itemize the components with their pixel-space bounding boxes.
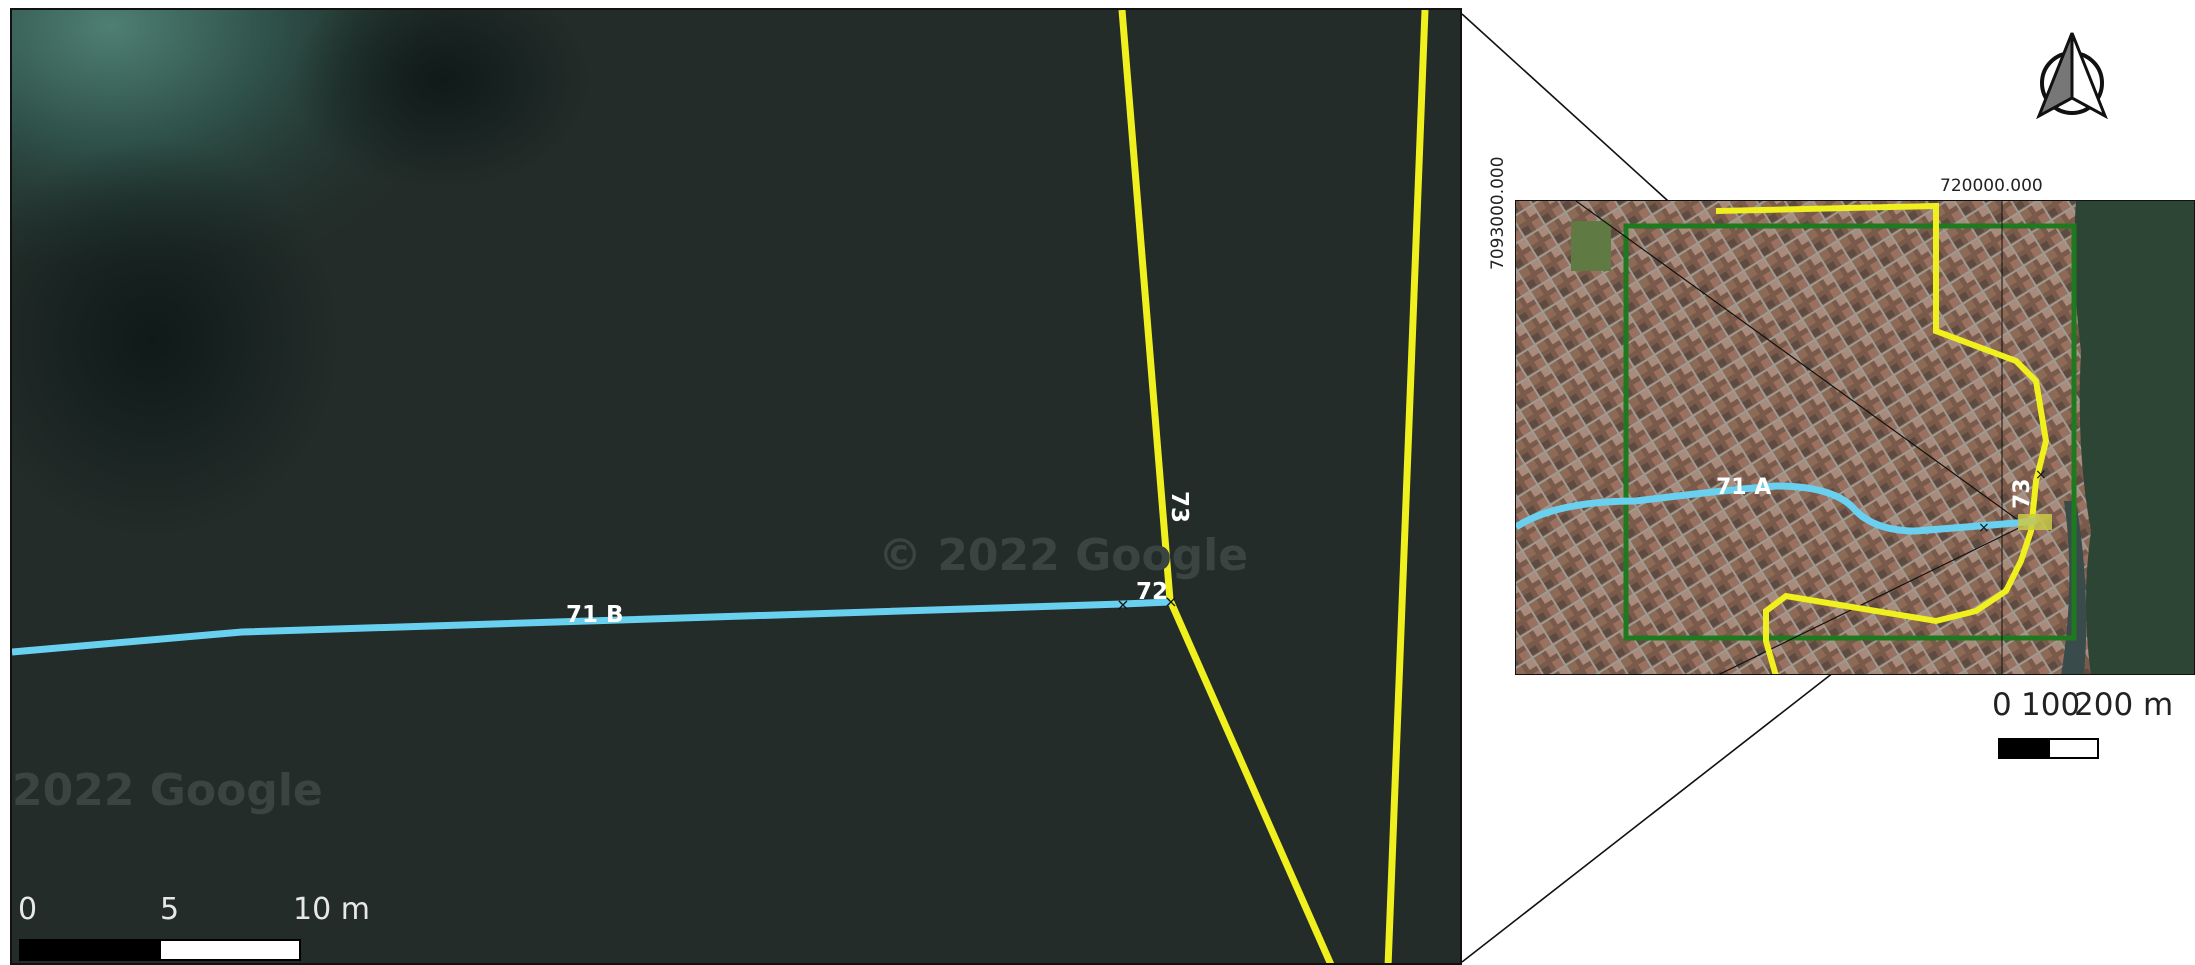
scale-bar-segment-light — [159, 939, 301, 961]
watermark: 2022 Google — [12, 765, 323, 816]
inset-map: × × 71 A 73 — [1515, 200, 2195, 675]
boundary-line — [1118, 10, 1335, 963]
scale-bar-segment-light — [2048, 738, 2099, 759]
green-area — [1571, 221, 1611, 271]
segment-label-73: 73 — [1166, 491, 1192, 523]
watermark: © 2022 Google — [878, 530, 1248, 581]
scale-tick-label: 5 — [160, 892, 180, 927]
segment-label-73: 73 — [2010, 478, 2035, 509]
vegetation-shadow — [12, 140, 342, 540]
stream-line-71a — [1516, 482, 2037, 535]
scale-tick-label: 10 m — [293, 892, 370, 927]
coord-label-y: 7093000.000 — [1488, 156, 1508, 270]
mangrove-area — [2074, 201, 2194, 674]
scale-tick-label: 0 — [18, 892, 38, 927]
scale-tick-label: 100 — [2021, 687, 2081, 723]
node-marker: × — [1164, 592, 1177, 611]
boundary-line — [1715, 202, 2050, 674]
segment-label-71a: 71 A — [1716, 475, 1771, 500]
coord-label-x: 720000.000 — [1940, 176, 2043, 196]
study-area-frame — [1623, 223, 2077, 641]
main-map: × × © 2022 Google 2022 Google 71 B 72 73… — [10, 8, 1462, 965]
scale-bar-segment-dark — [19, 939, 161, 961]
north-arrow-icon — [2036, 32, 2108, 120]
node-marker: × — [2035, 467, 2047, 483]
inset-map-imagery: × × 71 A 73 — [1516, 201, 2194, 674]
scale-bar-inset-graphic — [1998, 738, 2099, 759]
main-map-extent — [2018, 514, 2052, 530]
vegetation-shadow — [292, 10, 592, 190]
stream-line-71b — [12, 598, 1171, 656]
connector-line — [1575, 201, 2026, 526]
node-label-72: 72 — [1136, 579, 1168, 605]
boundary-line — [1384, 10, 1429, 963]
scale-tick-label: 200 m — [2074, 687, 2174, 723]
node-marker: × — [1116, 595, 1129, 614]
main-map-imagery: × × © 2022 Google 2022 Google 71 B 72 73 — [12, 10, 1460, 963]
scale-bar-segment-dark — [1998, 738, 2050, 759]
segment-label-71b: 71 B — [566, 602, 624, 628]
scale-tick-label: 0 — [1992, 687, 2012, 723]
node-marker: × — [1978, 520, 1990, 536]
